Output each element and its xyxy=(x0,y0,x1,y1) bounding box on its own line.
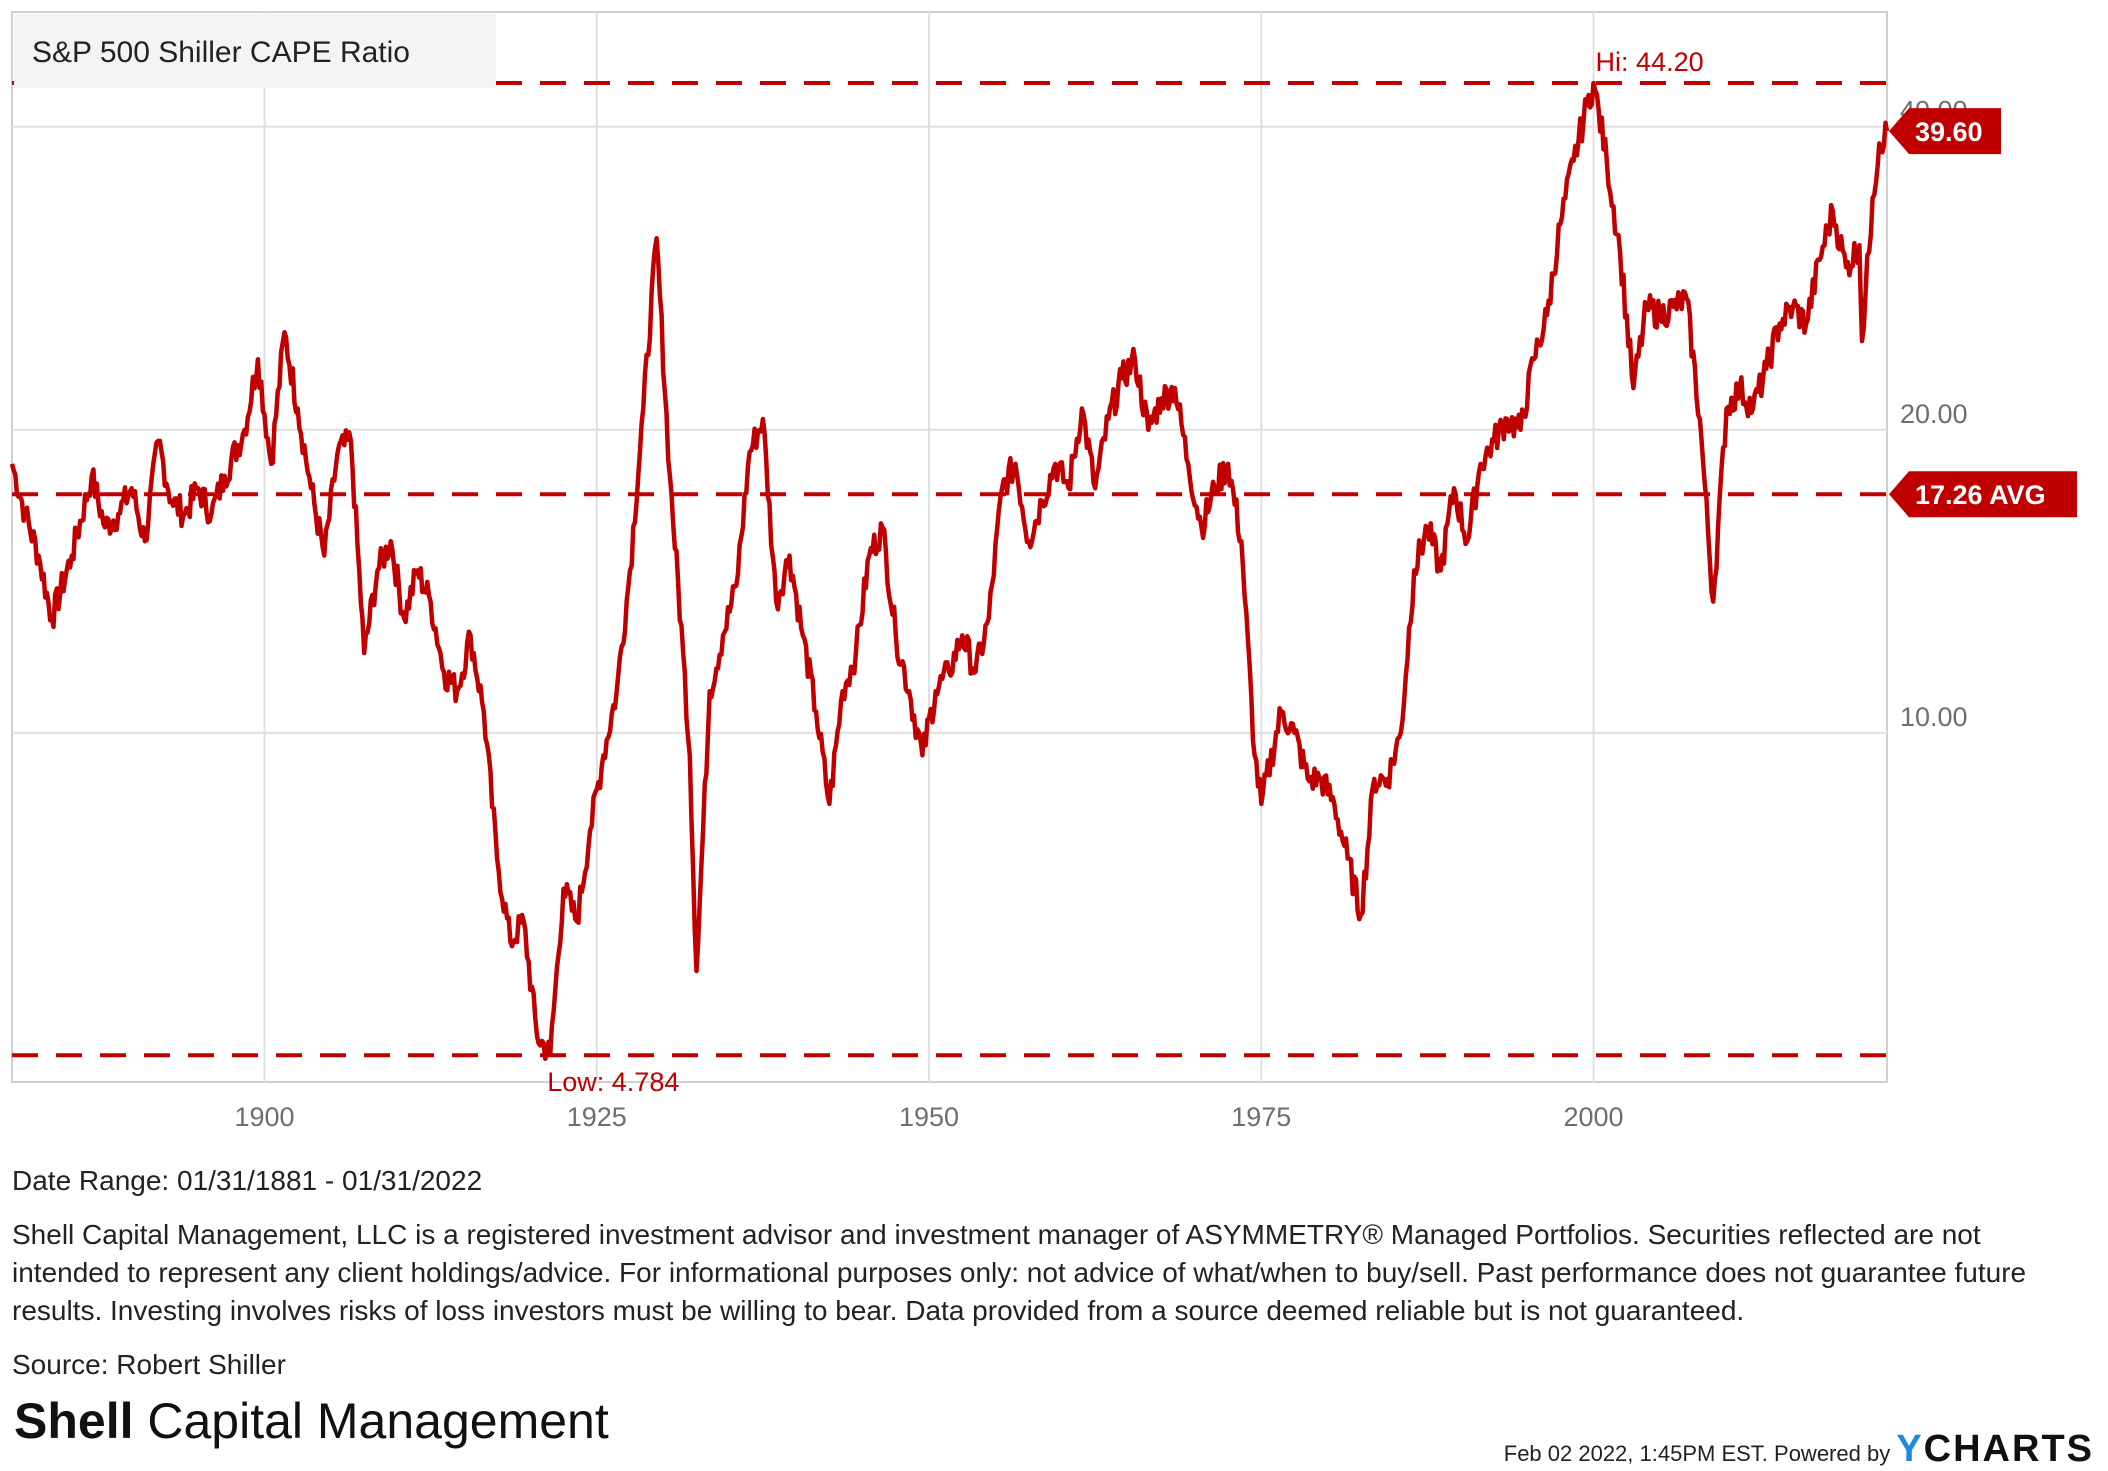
high-label: Hi: 44.20 xyxy=(1596,47,1704,77)
y-tick-label: 20.00 xyxy=(1900,399,1968,429)
logo-light: Capital Management xyxy=(133,1393,609,1449)
x-tick-label: 2000 xyxy=(1564,1102,1624,1132)
last-value-badge-shape xyxy=(1889,108,2001,155)
footer: Feb 02 2022, 1:45PM EST. Powered by YCHA… xyxy=(1504,1428,2094,1471)
x-axis-ticks: 1900 1925 1950 1975 2000 xyxy=(234,1102,1623,1132)
x-tick-label: 1925 xyxy=(567,1102,627,1132)
ycharts-y: Y xyxy=(1896,1428,1924,1470)
chart-title: S&P 500 Shiller CAPE Ratio xyxy=(32,36,410,69)
low-label: Low: 4.784 xyxy=(547,1067,679,1097)
ycharts-logo: YCHARTS xyxy=(1896,1428,2094,1470)
disclaimer-text: Shell Capital Management, LLC is a regis… xyxy=(12,1219,2027,1326)
last-value-badge: 39.60 xyxy=(1889,108,2001,155)
y-tick-label: 10.00 xyxy=(1900,702,1968,732)
x-tick-label: 1950 xyxy=(899,1102,959,1132)
grid-lines xyxy=(12,12,1887,1082)
logo-bold: Shell xyxy=(14,1393,134,1449)
average-value-badge: 17.26 AVG xyxy=(1889,471,2077,518)
last-value-text: 39.60 xyxy=(1915,117,1983,147)
chart-legend: S&P 500 Shiller CAPE Ratio xyxy=(14,14,496,88)
shell-capital-logo: Shell Capital Management xyxy=(14,1392,609,1450)
average-badge-shape xyxy=(1889,471,2077,518)
source-text: Source: Robert Shiller xyxy=(12,1349,286,1380)
x-tick-label: 1900 xyxy=(234,1102,294,1132)
x-tick-label: 1975 xyxy=(1231,1102,1291,1132)
date-range: Date Range: 01/31/1881 - 01/31/2022 xyxy=(12,1165,483,1196)
cape-series-line xyxy=(9,80,1890,1062)
ycharts-text: CHARTS xyxy=(1923,1428,2094,1470)
legend-box xyxy=(14,14,496,88)
average-value-text: 17.26 AVG xyxy=(1915,480,2046,510)
plot-frame xyxy=(11,11,1888,1083)
timestamp: Feb 02 2022, 1:45PM EST. Powered by xyxy=(1503,1441,1897,1466)
